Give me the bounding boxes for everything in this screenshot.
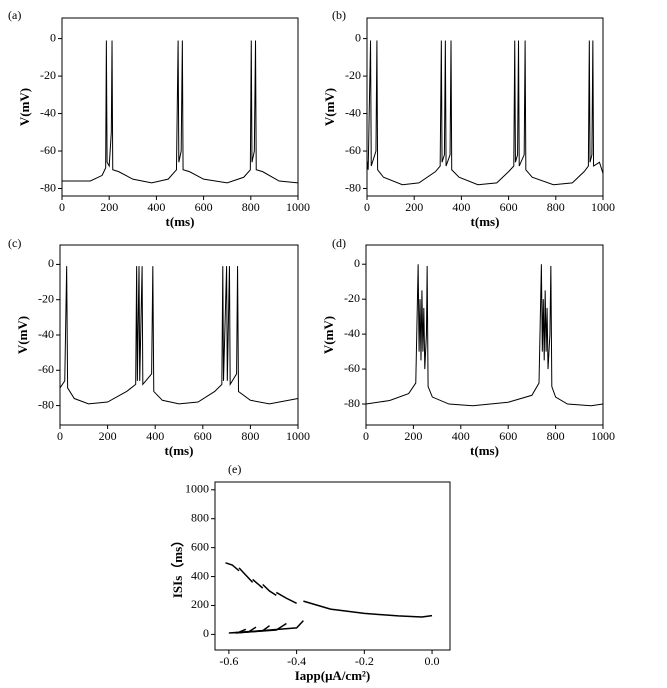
y-tick-label: 0 [354,256,360,270]
x-tick-label: 600 [195,200,213,214]
y-tick-label: -60 [38,362,54,376]
panel-label: (c) [8,236,21,250]
panel-label: (a) [8,8,21,22]
panel-label: (b) [332,8,346,22]
y-tick-label: 600 [191,539,209,553]
plot-frame [365,244,604,426]
x-tick-label: 1000 [591,200,615,214]
x-tick-label: 200 [100,200,118,214]
x-tick-label: 800 [547,429,565,443]
panel: (a) 0 200 400 600 800 1000 0 -20 -40 -60 -80 t(ms) V(… [8,8,310,229]
x-tick-label: 1000 [591,429,615,443]
x-tick-label: 400 [452,429,470,443]
plot-frame [366,17,604,197]
x-tick-label: 1000 [286,200,310,214]
x-tick-label: 200 [405,200,423,214]
y-tick-label: -40 [38,327,54,341]
y-axis-label: V(mV) [322,88,337,126]
panel: (b) 0 200 400 600 800 1000 0 -20 -40 -60 -80 t(ms) V(… [322,8,615,229]
y-tick-label: 400 [191,568,209,582]
panel-label: (d) [332,236,346,250]
x-tick-label: 0.0 [425,654,440,668]
x-tick-label: 0 [57,429,63,443]
x-tick-label: 400 [452,200,470,214]
x-tick-label: 200 [404,429,422,443]
y-tick-label: -20 [38,291,54,305]
y-tick-label: -20 [345,68,361,82]
x-tick-label: 800 [547,200,565,214]
plot-frame [61,17,299,197]
x-tick-label: 0 [59,200,65,214]
y-tick-label: -20 [344,291,360,305]
plot-frame [214,481,451,651]
y-tick-label: 200 [191,597,209,611]
x-axis-label: t(ms) [166,214,195,229]
panel: (d) 0 200 400 600 800 1000 0 -20 -40 -60 -80 t(ms) V(… [321,236,615,458]
trace [59,266,299,405]
x-tick-label: 800 [242,200,260,214]
x-axis-label: t(ms) [165,443,194,458]
trace [242,620,304,633]
x-axis-label: Iapp(μA/cm²) [295,668,371,683]
x-tick-label: 0 [363,429,369,443]
trace [252,578,264,589]
y-tick-label: 0 [203,626,209,640]
y-axis-label: V(mV) [15,316,30,354]
y-axis-label: ISIs（ms） [170,534,185,598]
trace [275,591,297,604]
x-tick-label: 1000 [286,429,310,443]
trace [238,567,254,583]
x-axis-label: t(ms) [471,214,500,229]
y-tick-label: 800 [191,510,209,524]
panel-label: (e) [228,462,241,476]
plot-frame [59,244,299,426]
trace [225,562,240,572]
x-tick-label: 400 [146,429,164,443]
y-tick-label: -60 [345,143,361,157]
x-tick-label: -0.4 [287,654,306,668]
x-tick-label: 600 [499,429,517,443]
y-axis-label: V(mV) [17,88,32,126]
x-tick-label: 600 [194,429,212,443]
trace [62,40,299,184]
x-tick-label: 200 [99,429,117,443]
y-tick-label: 0 [355,30,361,44]
x-tick-label: -0.2 [355,654,374,668]
y-tick-label: -60 [40,143,56,157]
y-tick-label: -80 [38,397,54,411]
x-tick-label: 800 [241,429,259,443]
x-tick-label: 400 [147,200,165,214]
y-tick-label: 1000 [185,482,209,496]
y-tick-label: -20 [40,68,56,82]
y-tick-label: -80 [344,396,360,410]
x-tick-label: 600 [500,200,518,214]
x-tick-label: -0.6 [219,654,238,668]
trace [365,264,604,407]
y-tick-label: -80 [345,180,361,194]
panel: (e) -0.6 -0.4 -0.2 0.0 0 200 400 600 800 1000 Iapp(… [170,462,451,683]
x-axis-label: t(ms) [470,443,499,458]
y-tick-label: -40 [344,326,360,340]
x-tick-label: 0 [364,200,370,214]
y-axis-label: V(mV) [321,316,336,354]
y-tick-label: -40 [40,105,56,119]
trace [262,583,277,596]
y-tick-label: -60 [344,361,360,375]
y-tick-label: -40 [345,105,361,119]
y-tick-label: 0 [48,256,54,270]
y-tick-label: -80 [40,180,56,194]
trace [366,40,604,186]
trace [303,600,433,618]
panel: (c) 0 200 400 600 800 1000 0 -20 -40 -60 -80 t(ms) V(… [8,236,310,458]
y-tick-label: 0 [50,30,56,44]
